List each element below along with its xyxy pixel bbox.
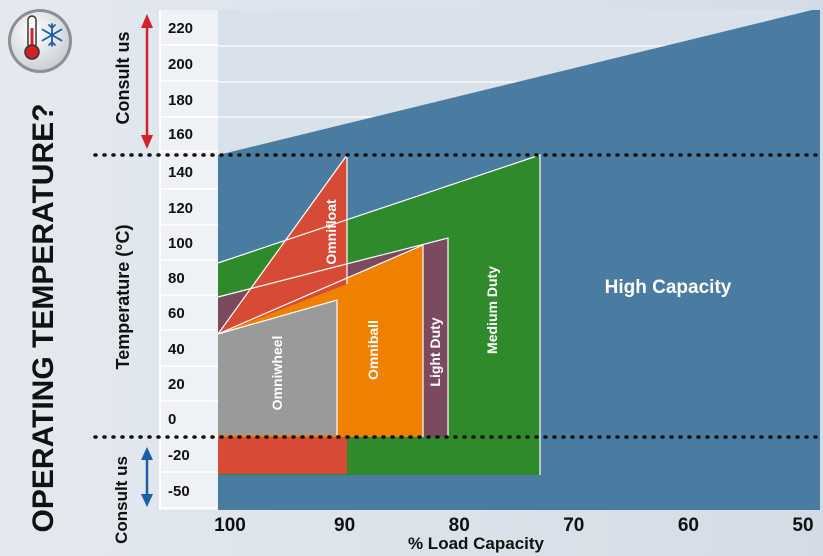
y-tick-label: 200 — [168, 56, 193, 73]
label-light-duty: Light Duty — [427, 317, 443, 386]
x-tick-label: 100 — [214, 515, 246, 536]
label-omniwheel: Omniwheel — [269, 336, 285, 411]
label-high-capacity: High Capacity — [605, 277, 732, 298]
y-tick-labels: -50 -20 0 20 40 60 80 100 120 140 160 180 200 220 — [168, 20, 193, 500]
y-tick-label: 100 — [168, 235, 193, 252]
y-axis-label: Temperature (°C) — [113, 225, 133, 370]
y-tick-label: 0 — [168, 411, 176, 428]
y-tick-label: 140 — [168, 164, 193, 181]
blue-double-arrow — [141, 447, 153, 507]
x-tick-label: 70 — [563, 515, 584, 536]
red-double-arrow — [141, 14, 153, 149]
thermometer-snowflake-icon — [8, 9, 72, 73]
label-omniball: Omniball — [365, 320, 381, 380]
y-tick-label: -50 — [168, 483, 190, 500]
consult-us-top: Consult us — [113, 32, 133, 125]
x-tick-labels: 100 90 80 70 60 50 — [214, 515, 813, 536]
y-tick-label: 180 — [168, 92, 193, 109]
y-tick-label: 60 — [168, 305, 185, 322]
y-tick-label: -20 — [168, 447, 190, 464]
y-tick-label: 20 — [168, 376, 185, 393]
consult-us-bottom: Consult us — [112, 456, 131, 544]
label-medium-duty: Medium Duty — [484, 266, 500, 354]
region-omnifloat-low — [218, 437, 347, 474]
y-tick-label: 220 — [168, 20, 193, 37]
x-tick-label: 60 — [678, 515, 699, 536]
region-omniwheel — [218, 300, 337, 435]
y-tick-label: 80 — [168, 270, 185, 287]
x-tick-label: 90 — [334, 515, 355, 536]
y-tick-column — [160, 10, 218, 510]
y-tick-label: 40 — [168, 341, 185, 358]
x-tick-label: 50 — [792, 515, 813, 536]
side-title: OPERATING TEMPERATURE? — [27, 104, 60, 533]
label-omnifloat: Omnifloat — [323, 199, 339, 265]
y-tick-label: 120 — [168, 200, 193, 217]
x-axis-label: % Load Capacity — [408, 534, 545, 553]
x-tick-label: 80 — [449, 515, 470, 536]
y-tick-label: 160 — [168, 126, 193, 143]
